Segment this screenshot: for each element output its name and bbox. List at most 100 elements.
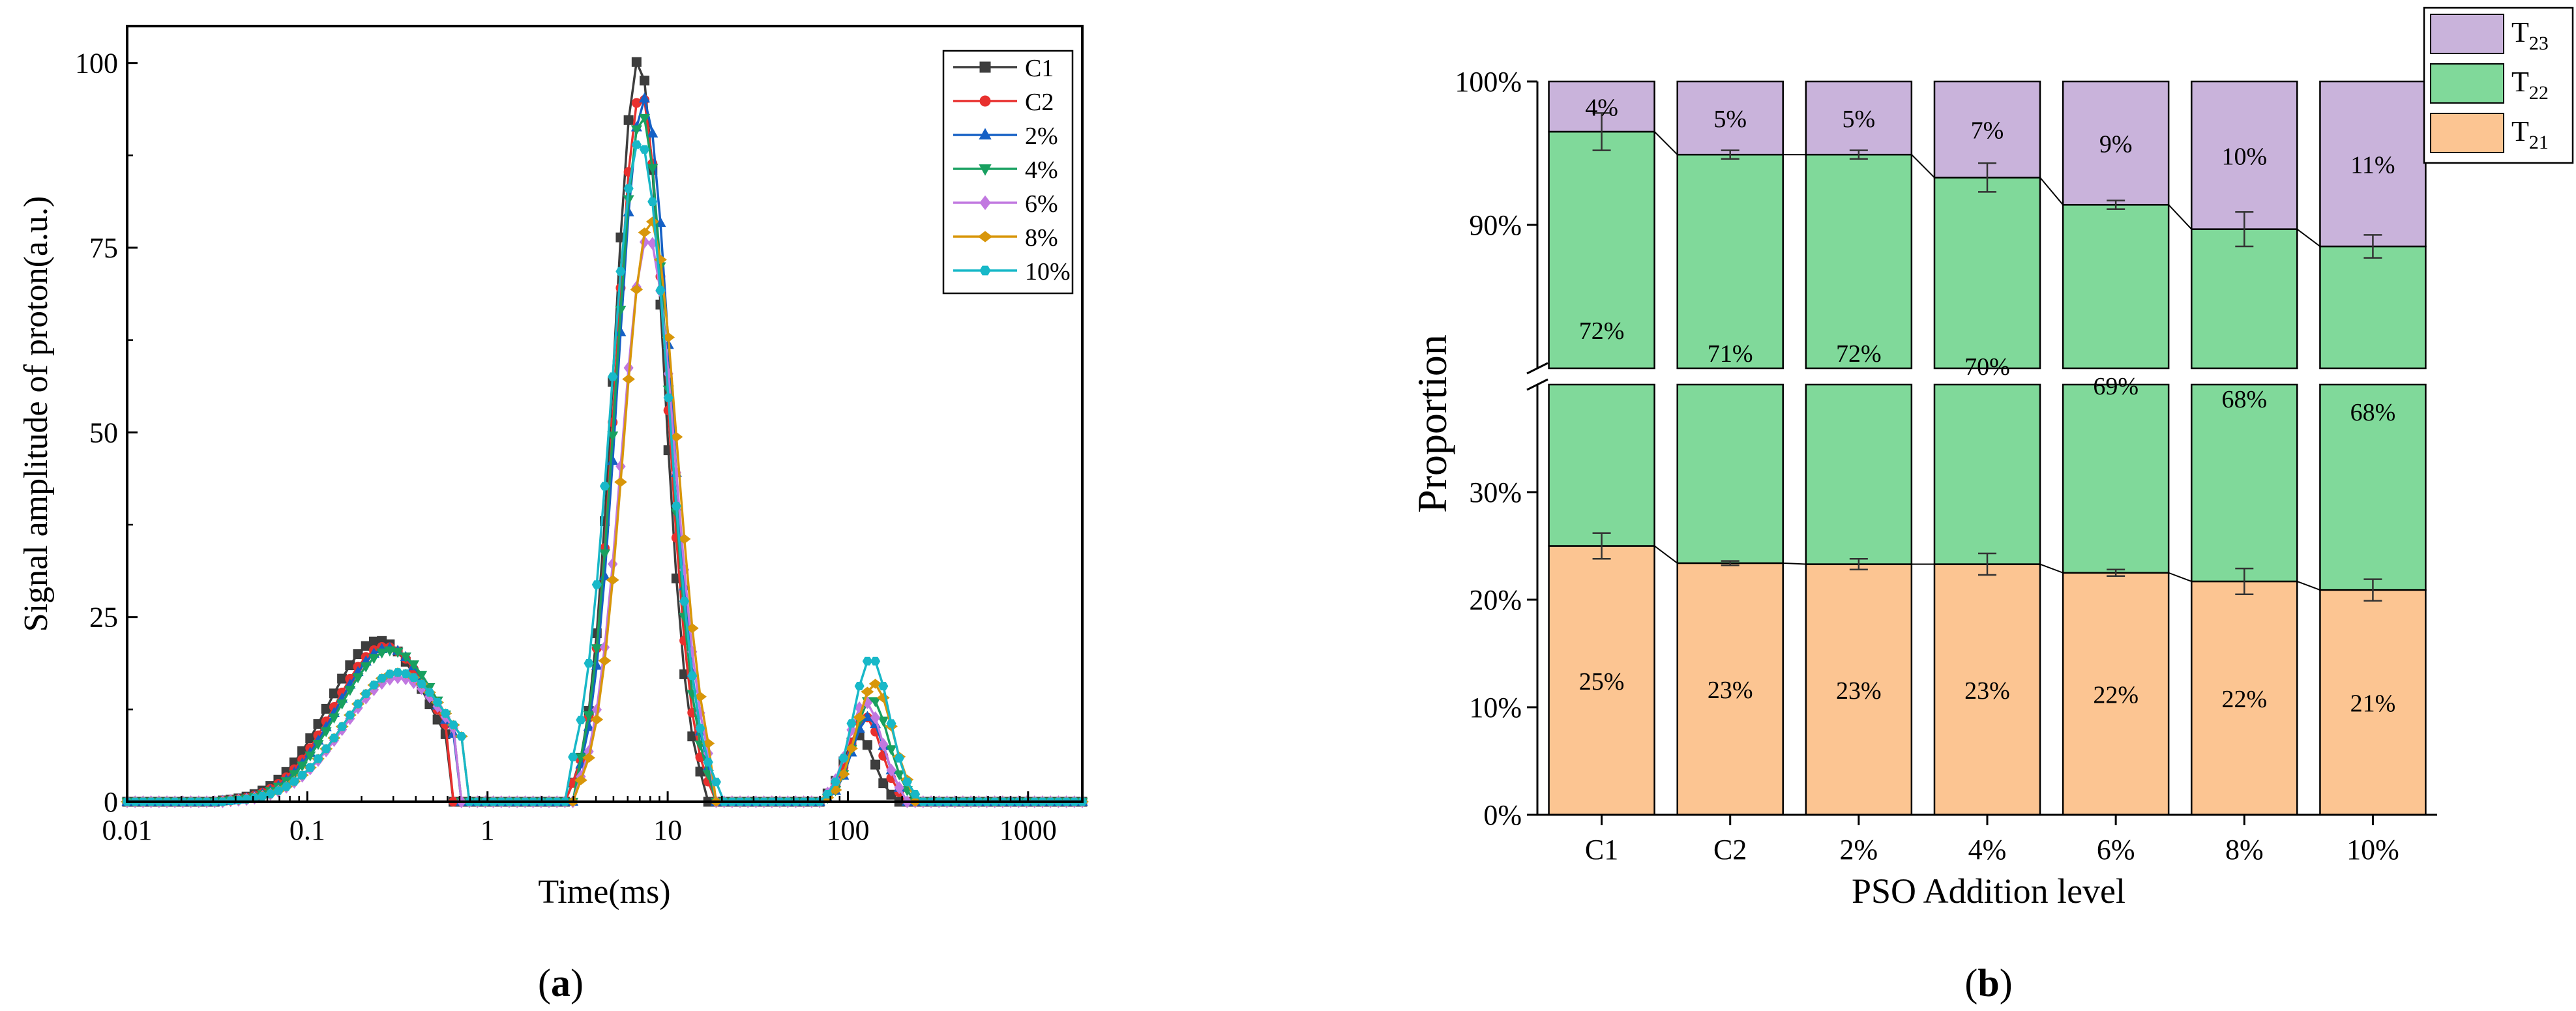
- data-marker: [574, 775, 587, 785]
- data-marker: [265, 789, 276, 799]
- data-marker: [320, 727, 332, 738]
- data-marker: [878, 716, 889, 727]
- connector-T21: [2039, 563, 2064, 574]
- legend-label-4%: 4%: [1025, 156, 1058, 184]
- data-marker: [979, 61, 991, 73]
- data-marker: [337, 722, 348, 731]
- data-marker: [662, 332, 675, 343]
- data-marker: [582, 752, 596, 763]
- label-T22-10%: 68%: [2350, 399, 2396, 426]
- data-marker: [385, 669, 395, 679]
- legend-label-T23: T23: [2511, 16, 2549, 54]
- data-marker: [336, 699, 348, 710]
- bar-T22-lower-8%: [2191, 383, 2298, 583]
- label-T22-6%: 69%: [2093, 373, 2139, 400]
- data-marker: [830, 777, 841, 786]
- data-marker: [368, 681, 379, 690]
- data-marker: [836, 769, 850, 780]
- data-marker: [281, 782, 291, 791]
- data-marker: [870, 711, 881, 724]
- legend-label-6%: 6%: [1025, 190, 1058, 218]
- data-marker: [408, 673, 419, 682]
- data-marker: [352, 673, 364, 684]
- chart-b-y-axis-label: Proportion: [1409, 334, 1455, 513]
- data-marker: [622, 374, 636, 385]
- data-marker: [608, 372, 618, 381]
- connector-T21: [1653, 545, 1678, 564]
- legend-swatch-T23: [2430, 14, 2504, 54]
- x-tick-label: C1: [1585, 834, 1618, 866]
- legend-swatch-T22: [2430, 63, 2504, 104]
- legend-label-10%: 10%: [1025, 258, 1071, 286]
- y-tick-label: 75: [89, 232, 118, 264]
- bar-T22-lower-4%: [1933, 383, 2041, 565]
- bar-T22-lower-6%: [2062, 383, 2170, 574]
- connector-T22: [1911, 154, 1935, 179]
- bar-group-6%: 22% 69% 9%: [2062, 80, 2170, 816]
- bar-group-C2: 23% 71% 5%: [1676, 80, 1784, 816]
- data-marker: [361, 689, 371, 698]
- label-T23-10%: 11%: [2350, 152, 2395, 179]
- data-marker: [677, 534, 691, 544]
- data-marker: [685, 623, 699, 634]
- axis-break-mark: [1526, 362, 1548, 375]
- data-marker: [289, 777, 299, 786]
- bar-T21-C2: [1676, 562, 1784, 816]
- connector-T22: [2168, 204, 2193, 230]
- connector-T21: [2168, 572, 2192, 582]
- chart-b: 25% 72% 4% 23% 71% 5% 23% 72% 5% 23% 70% 7% 22% 69% 9%…: [1409, 7, 2574, 1004]
- data-marker: [630, 125, 642, 136]
- data-marker: [630, 284, 644, 295]
- data-marker: [640, 76, 650, 86]
- bar-T21-C1: [1548, 545, 1655, 816]
- series-line: [127, 143, 1082, 803]
- data-marker: [638, 113, 651, 125]
- series-C2: [122, 95, 1088, 807]
- data-marker: [638, 92, 651, 103]
- data-marker: [894, 754, 904, 763]
- y-tick-label: 25: [89, 602, 118, 634]
- data-marker: [886, 763, 896, 777]
- bar-T22-upper-C2: [1676, 153, 1784, 370]
- label-T21-6%: 22%: [2093, 681, 2139, 709]
- x-tick-label: C2: [1713, 834, 1747, 866]
- legend-label-C2: C2: [1025, 89, 1054, 116]
- bar-T22-upper-8%: [2191, 228, 2298, 370]
- label-T21-C1: 25%: [1579, 668, 1625, 696]
- label-T21-C2: 23%: [1708, 677, 1753, 704]
- legend-label-T22: T22: [2511, 66, 2549, 104]
- y-tick-label: 100%: [1455, 66, 1522, 98]
- bar-group-4%: 23% 70% 7%: [1933, 80, 2041, 816]
- data-marker: [417, 679, 427, 688]
- bar-group-10%: 21% 68% 11%: [2319, 80, 2427, 816]
- data-marker: [353, 699, 363, 709]
- bar-T22-upper-10%: [2319, 245, 2427, 370]
- x-tick-label: 2%: [1840, 834, 1878, 866]
- data-marker: [861, 711, 873, 722]
- data-marker: [329, 733, 339, 742]
- y-tick-label: 0%: [1483, 799, 1522, 831]
- bar-T22-upper-6%: [2062, 203, 2170, 370]
- data-marker: [694, 692, 707, 702]
- chart-a-x-axis-label: Time(ms): [538, 873, 670, 911]
- bar-T22-upper-4%: [1933, 177, 2041, 370]
- data-marker: [591, 580, 602, 589]
- x-tick-label: 8%: [2225, 834, 2264, 866]
- data-marker: [328, 713, 340, 724]
- data-marker: [979, 128, 992, 139]
- label-T22-4%: 70%: [1964, 353, 2010, 381]
- y-tick-label: 100: [75, 48, 118, 80]
- data-marker: [671, 501, 681, 510]
- bar-T21-6%: [2062, 572, 2170, 816]
- data-marker: [424, 688, 435, 697]
- data-marker: [615, 267, 626, 276]
- data-marker: [878, 778, 889, 789]
- data-marker: [583, 711, 595, 722]
- series-4%: [121, 113, 1088, 808]
- data-marker: [886, 719, 896, 728]
- x-tick-label: 1000: [999, 814, 1057, 846]
- series-line: [127, 115, 1082, 803]
- data-marker: [854, 681, 865, 691]
- legend-swatch-T21: [2430, 113, 2504, 153]
